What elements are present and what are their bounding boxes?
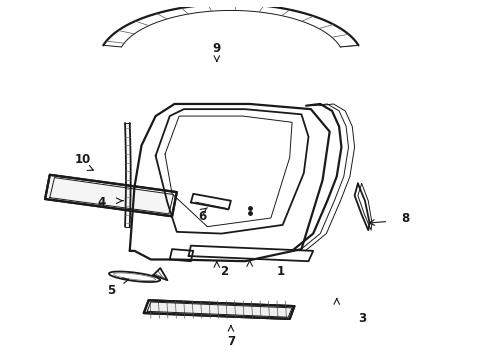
Text: 1: 1 <box>276 265 284 278</box>
Text: 4: 4 <box>98 196 106 209</box>
Text: 9: 9 <box>213 42 221 55</box>
Text: 2: 2 <box>220 265 228 278</box>
Text: 8: 8 <box>401 212 409 225</box>
Text: 6: 6 <box>198 210 207 223</box>
Polygon shape <box>144 300 294 319</box>
Polygon shape <box>45 175 177 216</box>
Text: 10: 10 <box>74 153 91 166</box>
Text: 7: 7 <box>227 335 235 348</box>
Text: 5: 5 <box>107 284 115 297</box>
Text: 3: 3 <box>359 312 367 325</box>
